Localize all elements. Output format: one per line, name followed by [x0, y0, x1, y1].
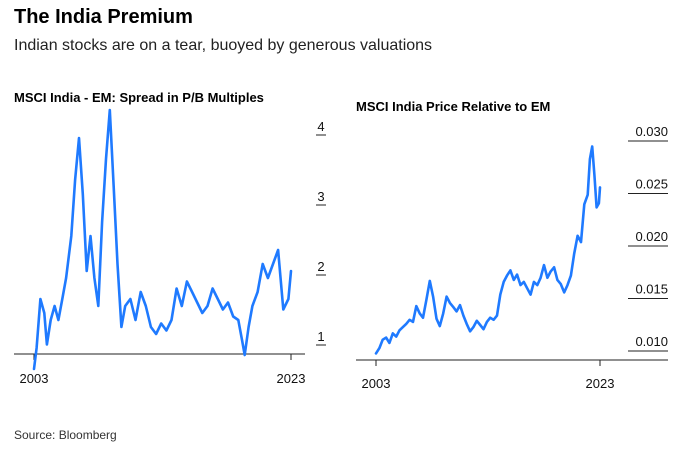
- source-note: Source: Bloomberg: [14, 428, 117, 442]
- pb-y-tick-label: 4: [317, 119, 324, 134]
- pb-x-tick-label: 2023: [277, 371, 306, 386]
- page-title: The India Premium: [14, 6, 193, 28]
- pb-y-tick-label: 3: [317, 189, 324, 204]
- chart-2-title: MSCI India Price Relative to EM: [356, 99, 551, 114]
- pb-y-tick-label: 2: [317, 259, 324, 274]
- page-subtitle: Indian stocks are on a tear, buoyed by g…: [14, 37, 433, 54]
- chart-1-title: MSCI India - EM: Spread in P/B Multiples: [14, 90, 264, 105]
- pb-y-tick-label: 1: [317, 329, 324, 344]
- pb-x-tick-label: 2003: [20, 371, 49, 386]
- pb-series-line: [32, 108, 293, 371]
